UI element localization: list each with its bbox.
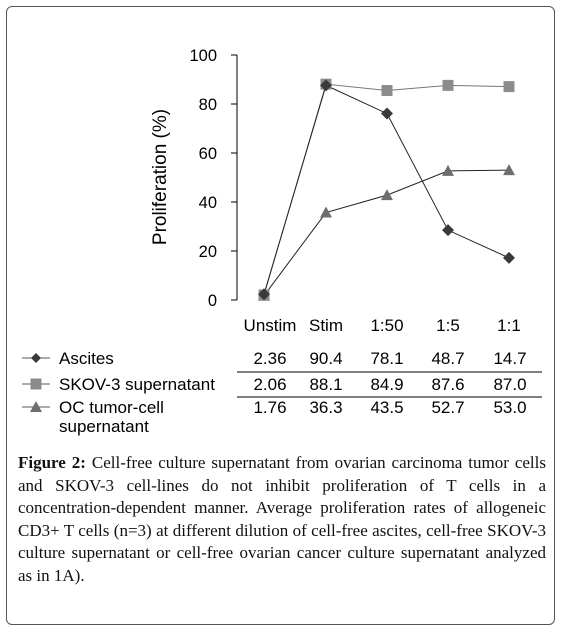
y-tick-label: 100 [189, 47, 217, 65]
legend-square-icon [30, 378, 42, 390]
data-point-triangle [320, 206, 332, 218]
proliferation-chart: 0 20 40 60 80 100 Proliferation (%) Unstim Sti… [22, 47, 542, 436]
table-row-label: Ascites [59, 349, 114, 368]
y-tick-label: 60 [199, 145, 217, 163]
x-category-label: 1:1 [497, 316, 521, 335]
data-point-diamond [503, 251, 515, 264]
table-value: 53.0 [493, 398, 526, 417]
data-point-diamond [381, 107, 393, 120]
data-point-square [442, 79, 454, 91]
y-tick-label: 80 [199, 96, 217, 114]
x-category-label: Unstim [244, 316, 297, 335]
data-point-diamond [442, 224, 454, 237]
table-value: 88.1 [309, 375, 342, 394]
table-value: 2.36 [253, 349, 286, 368]
x-category-label: Stim [309, 316, 343, 335]
table-value: 87.6 [431, 375, 464, 394]
y-tick-label: 0 [208, 292, 217, 310]
data-point-square [503, 81, 515, 93]
data-point-diamond [320, 79, 332, 92]
table-value: 78.1 [370, 349, 403, 368]
table-value: 2.06 [253, 375, 286, 394]
legend-diamond-icon [31, 353, 41, 363]
table-value: 14.7 [493, 349, 526, 368]
caption-text: Cell-free culture supernatant from ovari… [18, 453, 546, 585]
data-point-diamond [258, 288, 270, 301]
table-value: 52.7 [431, 398, 464, 417]
y-ticks: 0 20 40 60 80 100 [189, 47, 237, 310]
x-category-label: 1:5 [436, 316, 460, 335]
y-tick-label: 40 [199, 194, 217, 212]
table-value: 87.0 [493, 375, 526, 394]
series-line [263, 169, 510, 296]
series-markers [258, 78, 515, 301]
table-value: 36.3 [309, 398, 342, 417]
table-row-label: SKOV-3 supernatant [59, 375, 215, 394]
x-category-labels: Unstim Stim 1:50 1:5 1:1 [244, 316, 521, 335]
table-value: 43.5 [370, 398, 403, 417]
data-table: Ascites 2.36 90.4 78.1 48.7 14.7 SKOV-3 supern… [22, 349, 542, 436]
data-point-triangle [442, 164, 454, 176]
caption-label: Figure 2: [18, 453, 86, 472]
y-tick-label: 20 [199, 243, 217, 261]
data-point-triangle [381, 189, 393, 201]
table-value: 1.76 [253, 398, 286, 417]
figure-frame [6, 6, 555, 625]
table-value: 84.9 [370, 375, 403, 394]
table-value: 48.7 [431, 349, 464, 368]
data-point-square [381, 85, 393, 97]
table-row-label: supernatant [59, 417, 149, 436]
table-value: 90.4 [309, 349, 342, 368]
y-axis-label: Proliferation (%) [150, 109, 171, 245]
figure-caption: Figure 2: Cell-free culture supernatant … [18, 452, 546, 588]
x-category-label: 1:50 [370, 316, 403, 335]
table-row-label: OC tumor-cell [59, 398, 164, 417]
data-point-triangle [503, 164, 515, 176]
legend-triangle-icon [30, 401, 42, 412]
